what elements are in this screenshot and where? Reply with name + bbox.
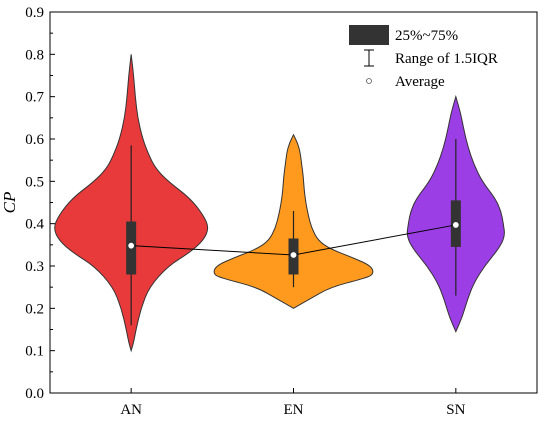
violin-an bbox=[54, 54, 209, 353]
legend-box-label: 25%~75% bbox=[395, 28, 458, 44]
x-axis: AN EN SN bbox=[120, 388, 466, 418]
plot-area bbox=[54, 54, 505, 353]
x-tick-label: SN bbox=[446, 402, 465, 418]
y-tick-label: 0.9 bbox=[25, 5, 44, 21]
x-tick-label: AN bbox=[120, 402, 142, 418]
mean-marker bbox=[452, 221, 460, 229]
mean-marker bbox=[127, 241, 135, 250]
y-tick-label: 0.2 bbox=[25, 301, 44, 317]
y-tick-label: 0.0 bbox=[25, 386, 44, 402]
y-tick-label: 0.7 bbox=[25, 90, 44, 106]
y-tick-label: 0.1 bbox=[25, 344, 44, 360]
y-tick-label: 0.5 bbox=[25, 174, 44, 190]
mean-marker bbox=[289, 251, 298, 259]
y-tick-label: 0.8 bbox=[25, 47, 44, 63]
violin-sn bbox=[406, 94, 505, 333]
legend: 25%~75% Range of 1.5IQR Average bbox=[349, 25, 498, 90]
legend-box-swatch bbox=[349, 25, 389, 45]
whisker-icon bbox=[364, 49, 374, 67]
y-tick-label: 0.3 bbox=[25, 259, 44, 275]
legend-mean-label: Average bbox=[395, 74, 445, 90]
x-tick-label: EN bbox=[284, 402, 304, 418]
violin-en bbox=[213, 133, 374, 309]
legend-whisker-label: Range of 1.5IQR bbox=[395, 51, 498, 67]
y-tick-label: 0.4 bbox=[25, 217, 44, 233]
y-axis-label: CP bbox=[0, 192, 19, 214]
y-axis: 0.0 0.1 0.2 0.3 0.4 0.5 0.6 0.7 0.8 0.9 bbox=[25, 5, 55, 402]
y-tick-label: 0.6 bbox=[25, 132, 44, 148]
mean-marker-icon bbox=[366, 78, 372, 84]
mean-line-group bbox=[127, 221, 460, 259]
